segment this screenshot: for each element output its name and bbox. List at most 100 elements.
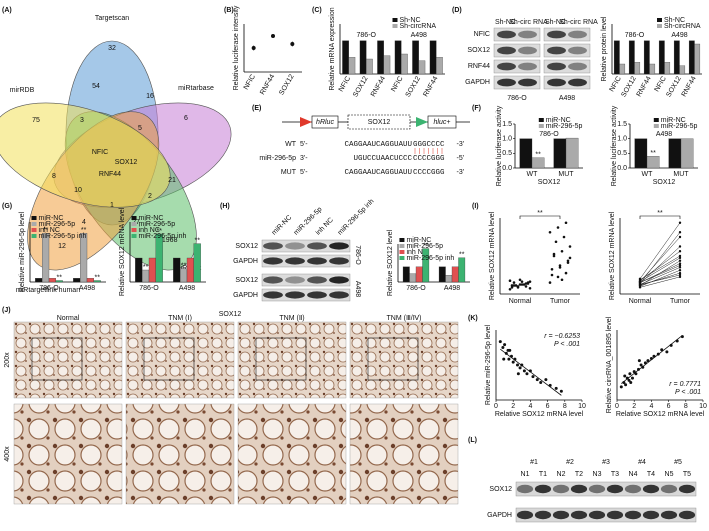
point xyxy=(625,376,629,380)
x-axis-label: SOX12 xyxy=(538,179,561,186)
point xyxy=(528,287,532,290)
venn-set-label: mirRDB xyxy=(10,87,35,94)
point xyxy=(638,286,642,289)
venn-set-label: Targetscan xyxy=(95,15,129,22)
legend-swatch xyxy=(131,234,137,238)
blot-band xyxy=(497,46,516,55)
blot-lane: N2 xyxy=(557,471,566,478)
bar xyxy=(634,62,641,75)
blot-band xyxy=(568,46,587,55)
legend-label: Sh-circRNA xyxy=(664,23,701,30)
point xyxy=(516,363,519,367)
point xyxy=(520,283,524,286)
magnification: 200x xyxy=(4,352,11,368)
point xyxy=(524,285,528,288)
pair-line xyxy=(639,267,681,285)
significance: ** xyxy=(157,228,163,235)
sequence-prefix: 5'- xyxy=(300,141,308,148)
x-tick-label: MUT xyxy=(673,171,689,178)
x-tick-label: 4 xyxy=(649,403,653,410)
bar xyxy=(377,40,384,75)
fit-line xyxy=(621,335,683,384)
histology-column: TNM (Ⅰ) xyxy=(168,315,192,322)
venn-count: 4 xyxy=(82,219,86,226)
blot-band xyxy=(552,484,570,494)
x-tick-label: 4 xyxy=(528,403,532,410)
legend-swatch xyxy=(31,228,37,232)
point xyxy=(525,372,529,376)
promoter-arrow xyxy=(416,117,428,127)
blot-strip xyxy=(261,288,351,302)
blot-band xyxy=(329,242,349,250)
pair-line xyxy=(639,246,681,284)
x-tick-label: 6 xyxy=(667,403,671,410)
point xyxy=(511,360,515,364)
significance: ** xyxy=(43,227,49,234)
point xyxy=(638,284,642,287)
sequence-name: miR-296-5p xyxy=(259,155,296,162)
sequence: UGUCCUAACUCCC xyxy=(353,155,412,163)
point xyxy=(271,34,275,38)
legend-label: miR-296-5p xyxy=(661,123,698,130)
significance: ** xyxy=(195,237,201,244)
blot-band xyxy=(547,78,566,87)
blot-band xyxy=(547,62,566,71)
blot-column: Sh-NC xyxy=(545,19,566,26)
bar xyxy=(93,280,101,283)
bar xyxy=(366,58,373,75)
y-axis-label: Relative miR-296-5p level xyxy=(485,324,492,405)
point xyxy=(556,275,560,279)
legend-swatch xyxy=(31,216,37,220)
venn-count: 54 xyxy=(92,83,100,90)
construct-label: hRluc xyxy=(316,119,334,126)
y-axis-label: Relative luciferase intensity xyxy=(233,5,240,90)
bar xyxy=(458,257,466,283)
x-tick-label: 8 xyxy=(684,403,688,410)
blot-lane: N5 xyxy=(665,471,674,478)
blot-column: Sh-circ RNA xyxy=(559,19,598,26)
legend-swatch xyxy=(657,24,662,28)
x-tick-label: 786-O xyxy=(139,285,159,292)
y-tick-label: 0.5 xyxy=(502,150,512,157)
point xyxy=(507,357,511,361)
blot-band xyxy=(263,242,283,250)
gene-box xyxy=(427,115,457,129)
legend-label: miR-296-5p xyxy=(39,221,76,228)
legend-label: miR-NC xyxy=(661,117,686,124)
blot-band xyxy=(642,510,660,520)
significance: ** xyxy=(459,252,465,259)
bar xyxy=(173,257,181,283)
bar xyxy=(73,278,81,283)
pair-line xyxy=(639,251,681,281)
group-label: 786-O xyxy=(357,32,377,39)
point xyxy=(678,259,682,262)
blot-row-label: SOX12 xyxy=(467,47,490,54)
y-axis-label: Relative luciferase activity xyxy=(496,105,503,186)
blot-pair: #4 xyxy=(638,459,646,466)
point xyxy=(678,275,682,279)
bar xyxy=(86,278,94,283)
blot-pair: #5 xyxy=(674,459,682,466)
blot-band xyxy=(547,46,566,55)
y-axis-label: Relative SOX12 mRNA level xyxy=(489,211,496,300)
blot-cell-label: 786-O xyxy=(354,245,361,265)
panel-label: (H) xyxy=(220,203,230,210)
point xyxy=(558,266,562,269)
panel-label: (A) xyxy=(2,7,12,14)
bar xyxy=(155,233,163,283)
legend-label: miR-NC xyxy=(406,237,431,244)
x-tick-label: Tumor xyxy=(670,298,691,305)
sequence: CAGGAAUCAGGUAUU xyxy=(344,141,412,149)
point xyxy=(508,279,512,283)
histology-image xyxy=(125,321,235,399)
zoom-box xyxy=(367,337,419,381)
promoter-arrow xyxy=(300,117,312,127)
y-axis-label: Relative SOX12 mRNA level xyxy=(609,211,616,300)
blot-cell-label: A498 xyxy=(354,281,361,297)
x-tick-label: 0 xyxy=(494,403,498,410)
point xyxy=(524,282,528,285)
point xyxy=(526,281,530,284)
venn-gene: RNF44 xyxy=(99,171,121,178)
legend-swatch xyxy=(392,24,398,28)
pair-line xyxy=(639,222,681,279)
